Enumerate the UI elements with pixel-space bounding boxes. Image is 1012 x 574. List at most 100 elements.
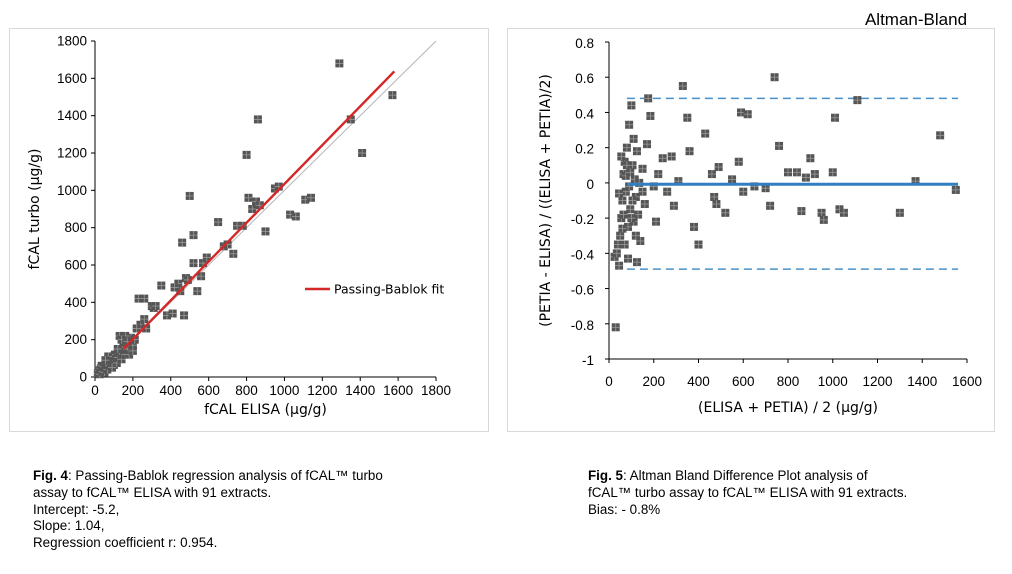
x-tick-label: 1000	[818, 374, 848, 389]
fig4-line2: assay to fCAL™ ELISA with 91 extracts.	[33, 484, 272, 500]
y-tick-label: 1200	[57, 146, 87, 161]
data-point	[189, 231, 198, 240]
data-point	[185, 191, 194, 200]
data-point	[242, 150, 251, 159]
y-tick-label: 1600	[57, 71, 87, 86]
y-tick-label: 1800	[57, 34, 87, 49]
data-point	[151, 302, 160, 311]
fig5-line3: Bias: - 0.8%	[588, 501, 661, 517]
data-point	[784, 168, 792, 177]
data-point	[358, 149, 367, 157]
data-point	[202, 253, 211, 262]
data-point	[618, 224, 627, 233]
data-point	[694, 240, 703, 249]
y-tick-label: 600	[64, 258, 87, 273]
data-point	[627, 101, 636, 110]
data-point	[658, 154, 667, 163]
altman-bland-chart: Altman-Bland -1 -0.8 -0.6 -0.4 -0.2 0 0.2 0.4 0.6…	[538, 10, 982, 416]
data-point	[638, 187, 647, 196]
data-point	[853, 96, 862, 105]
data-point	[193, 287, 202, 296]
data-point	[253, 115, 262, 124]
data-point	[669, 201, 678, 210]
x-tick-label: 1400	[907, 374, 937, 389]
data-point	[654, 170, 663, 179]
x-tick-label: 200	[642, 374, 665, 389]
fig5-line2: fCAL™ turbo assay to fCAL™ ELISA with 91…	[588, 484, 908, 500]
x-tick-label: 1000	[269, 383, 299, 398]
data-point	[690, 222, 699, 231]
data-point	[627, 214, 636, 223]
data-point	[626, 205, 635, 214]
data-point	[306, 193, 315, 202]
data-point	[632, 258, 641, 267]
data-point	[667, 152, 676, 161]
data-point	[701, 129, 710, 138]
data-point	[168, 309, 177, 318]
data-point	[828, 168, 837, 177]
data-point	[775, 141, 784, 150]
fig4-line5: Regression coefficient r: 0.954.	[33, 535, 218, 551]
x-tick-label: 600	[197, 383, 220, 398]
data-point	[170, 283, 179, 292]
fig4-line4: Slope: 1.04,	[33, 518, 105, 534]
data-point	[646, 111, 655, 120]
data-point	[197, 272, 206, 281]
fig4-line3: Intercept: -5.2,	[33, 501, 120, 517]
data-point	[951, 185, 960, 194]
x-tick-label: 1200	[862, 374, 892, 389]
passing-bablok-chart-panel: 0 200 400 600 800 1000 1200 1400 1600 1800 0 200 400…	[9, 28, 489, 432]
data-point	[612, 249, 621, 258]
data-point	[895, 208, 904, 217]
x-tick-label: 200	[122, 383, 145, 398]
y-tick-label: 200	[64, 332, 87, 347]
y-tick-label: -0.2	[571, 212, 594, 227]
data-point	[615, 189, 624, 198]
data-point	[810, 170, 819, 179]
data-point	[622, 143, 631, 152]
y-tick-label: 0.2	[575, 142, 594, 157]
x-tick-label: 600	[732, 374, 755, 389]
data-point	[626, 168, 635, 177]
data-point	[615, 261, 624, 270]
data-point	[678, 82, 687, 91]
data-point	[261, 227, 270, 236]
y-tick-label: 1000	[57, 183, 87, 198]
data-point	[634, 210, 643, 219]
fig5-line1: : Altman Bland Difference Plot analysis …	[622, 468, 868, 483]
data-point	[128, 346, 137, 355]
data-point	[644, 94, 653, 103]
data-point	[710, 192, 719, 201]
y-tick-label: 1400	[57, 108, 87, 123]
data-point	[806, 154, 815, 163]
x-tick-label: 1600	[383, 383, 413, 398]
x-axis-title: fCAL ELISA (µg/g)	[204, 402, 327, 418]
data-point	[651, 217, 660, 226]
data-point	[797, 207, 806, 216]
data-point	[936, 131, 945, 140]
data-point	[617, 152, 626, 161]
data-point	[108, 363, 117, 372]
x-tick-label: 400	[687, 374, 710, 389]
x-axis-title: (ELISA + PETIA) / 2 (µg/g)	[698, 400, 878, 416]
data-point	[770, 73, 779, 82]
data-point	[335, 59, 344, 68]
x-tick-label: 800	[777, 374, 800, 389]
data-point	[817, 208, 826, 217]
data-point	[632, 147, 641, 156]
y-axis-title: fCAL turbo (µg/g)	[27, 149, 43, 270]
data-point	[830, 113, 839, 122]
data-point	[631, 231, 640, 240]
data-point	[625, 120, 634, 129]
data-point	[624, 254, 633, 263]
x-tick-label: 0	[91, 383, 99, 398]
y-tick-label: -0.8	[571, 318, 594, 333]
data-point	[728, 175, 737, 184]
y-tick-label: 0	[586, 177, 594, 192]
data-point	[712, 200, 721, 209]
data-point	[643, 140, 652, 149]
data-point	[640, 200, 649, 209]
fig4-caption: Fig. 4: Passing-Bablok regression analys…	[33, 468, 383, 552]
x-tick-label: 1200	[307, 383, 337, 398]
x-tick-label: 400	[160, 383, 183, 398]
